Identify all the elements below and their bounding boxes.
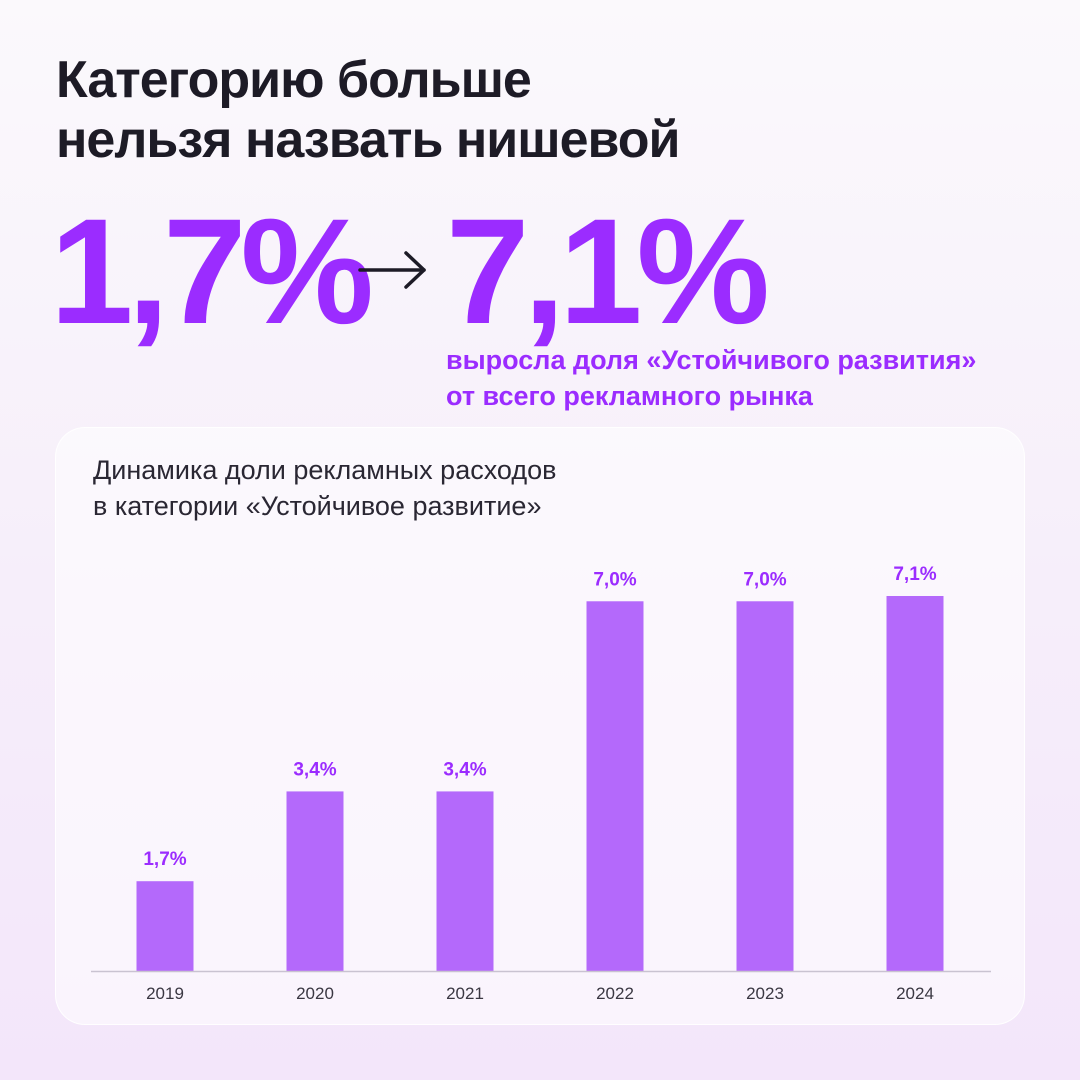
bar-2021 (436, 791, 494, 971)
bar-value-label-2024: 7,1% (893, 564, 936, 585)
x-tick-label-2021: 2021 (446, 984, 484, 1003)
growth-caption-line-2: от всего рекламного рынка (446, 381, 813, 411)
bar-2022 (586, 601, 644, 971)
chart-title-line-1: Динамика доли рекламных расходов (93, 455, 557, 485)
bar-value-label-2020: 3,4% (293, 759, 336, 780)
arrow-right-icon (358, 251, 426, 289)
growth-caption-line-1: выросла доля «Устойчивого развития» (446, 345, 977, 375)
bar-value-label-2022: 7,0% (593, 569, 636, 590)
bar-2019 (136, 881, 194, 971)
bar-value-label-2019: 1,7% (143, 849, 186, 870)
x-tick-label-2023: 2023 (746, 984, 784, 1003)
chart-title-line-2: в категории «Устойчивое развитие» (93, 491, 542, 521)
end-share-value: 7,1% (446, 187, 770, 355)
bar-2023 (736, 601, 794, 971)
bar-2020 (286, 791, 344, 971)
bar-value-label-2021: 3,4% (443, 759, 486, 780)
x-tick-label-2024: 2024 (896, 984, 934, 1003)
bar-2024 (886, 596, 944, 971)
chart-title: Динамика доли рекламных расходов в катег… (93, 452, 556, 524)
bar-value-label-2023: 7,0% (743, 569, 786, 590)
chart-card: Динамика доли рекламных расходов в катег… (55, 427, 1025, 1025)
x-tick-label-2022: 2022 (596, 984, 634, 1003)
bar-chart: 1,7% 2019 3,4% 2020 3,4% 2021 7,0% 2022 7,0% 2023… (91, 564, 991, 1003)
growth-caption: выросла доля «Устойчивого развития» от в… (446, 342, 976, 414)
headline-line-1: Категорию больше (56, 51, 532, 109)
x-tick-label-2020: 2020 (296, 984, 334, 1003)
headline: Категорию больше нельзя назвать нишевой (56, 50, 681, 170)
headline-line-2: нельзя назвать нишевой (56, 111, 681, 169)
x-tick-label-2019: 2019 (146, 984, 184, 1003)
start-share-value: 1,7% (50, 187, 374, 355)
